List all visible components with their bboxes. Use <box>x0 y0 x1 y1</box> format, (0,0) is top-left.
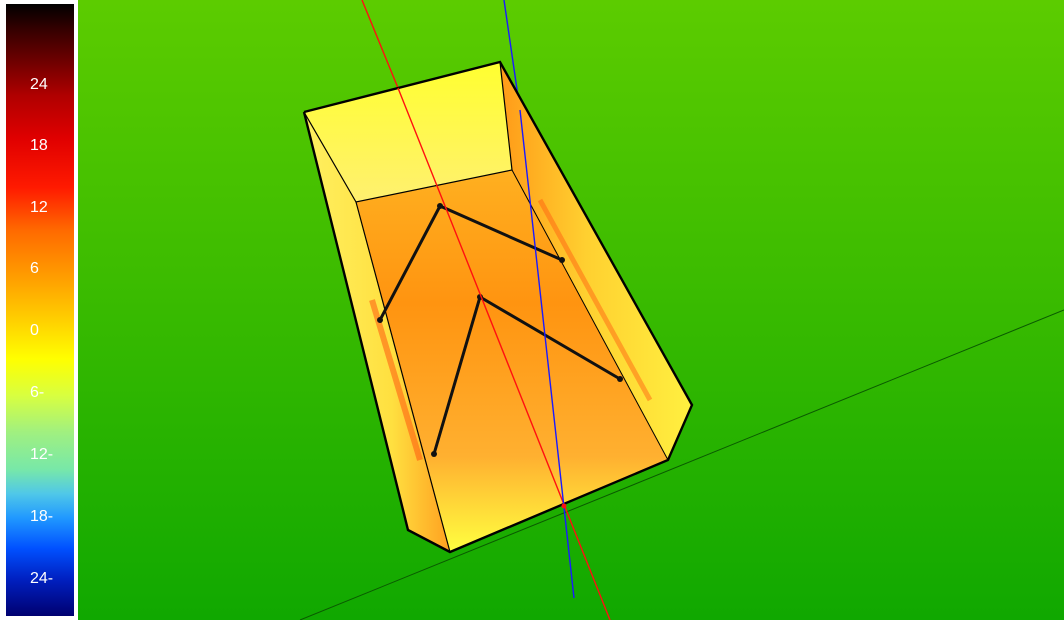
legend-tick: 18- <box>30 508 54 525</box>
legend-tick: 24 <box>30 76 48 93</box>
red-axis-line <box>361 0 399 89</box>
red-axis-line <box>397 87 611 620</box>
legend-tick: 12 <box>30 199 48 216</box>
legend-tick: 0 <box>30 322 39 339</box>
legend-tick: 12- <box>30 446 54 463</box>
3d-scene[interactable] <box>78 0 1064 620</box>
inner-edge <box>355 201 451 553</box>
axis-intersection-point <box>561 503 567 509</box>
ground-line <box>299 309 1064 620</box>
legend-tick: 24- <box>30 570 54 587</box>
back-face <box>304 62 512 202</box>
legend-tick: 6- <box>30 384 45 401</box>
color-scale-legend: 24 18 12 6 0 6- 12- 18- 24- <box>6 4 74 616</box>
right-face <box>500 62 692 460</box>
legend-tick: 6 <box>30 260 39 277</box>
inner-edge <box>511 169 669 461</box>
blue-axis-line <box>519 109 575 599</box>
stress-streak <box>369 299 423 461</box>
legend-tick: 18 <box>30 137 48 154</box>
inner-edge <box>303 61 513 203</box>
3d-viewport[interactable] <box>78 0 1064 620</box>
stress-streak <box>537 198 653 402</box>
